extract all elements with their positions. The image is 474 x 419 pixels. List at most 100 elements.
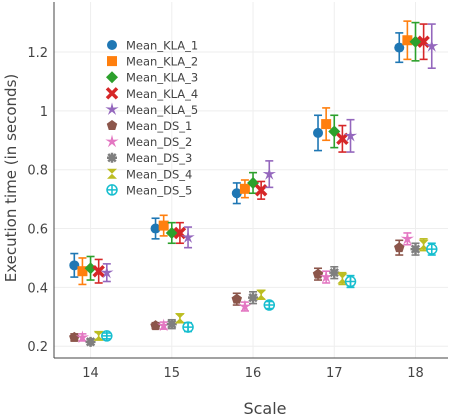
legend-marker (105, 102, 119, 116)
y-tick-label: 1 (40, 105, 48, 120)
series-Mean_DS_2 (75, 231, 415, 344)
legend-item: Mean_DS_2 (105, 134, 192, 149)
x-tick-label: 18 (407, 366, 424, 381)
data-point (231, 188, 242, 199)
legend-item: Mean_KLA_5 (105, 102, 198, 117)
series-Mean_DS_4 (93, 238, 429, 341)
data-point-cross (264, 300, 275, 311)
x-tick-label: 16 (245, 366, 262, 381)
data-point (394, 242, 405, 253)
legend-label: Mean_DS_3 (126, 151, 192, 165)
data-point (69, 331, 80, 342)
legend-marker (106, 120, 118, 130)
x-tick-label: 17 (326, 366, 343, 381)
data-point (410, 244, 421, 255)
data-point (239, 183, 250, 194)
y-tick-label: 0.8 (27, 164, 48, 179)
legend-item: Mean_KLA_3 (106, 71, 198, 85)
data-point (150, 223, 161, 234)
y-tick-label: 0.2 (27, 340, 48, 355)
legend-item: Mean_KLA_1 (107, 39, 198, 53)
legend-marker (105, 87, 119, 100)
legend-marker (107, 56, 117, 67)
legend-marker (107, 40, 117, 50)
data-point (92, 264, 105, 278)
legend-marker (105, 134, 119, 148)
data-point (150, 320, 161, 331)
legend-item: Mean_DS_4 (107, 167, 192, 181)
data-point (313, 127, 324, 138)
series-Mean_DS_3 (85, 242, 421, 347)
data-point (93, 330, 104, 341)
legend-marker (107, 168, 117, 179)
data-point-cross (183, 322, 194, 333)
legend-item: Mean_DS_5 (106, 183, 192, 197)
data-marks (69, 20, 439, 347)
legend-label: Mean_KLA_2 (126, 55, 198, 69)
legend-marker (106, 71, 118, 84)
data-point (329, 267, 340, 278)
data-point (343, 128, 358, 142)
y-tick-label: 0.6 (27, 223, 48, 238)
grid (54, 2, 448, 358)
series-Mean_KLA_5 (100, 23, 439, 283)
data-point-cross (426, 244, 437, 255)
data-point (248, 292, 259, 303)
data-point (77, 266, 88, 277)
axes (53, 2, 448, 359)
data-point (394, 42, 405, 53)
data-point (174, 313, 185, 324)
data-point (166, 319, 177, 330)
data-point (425, 39, 439, 52)
data-point (238, 299, 252, 313)
data-point (69, 260, 80, 271)
x-axis-label: Scale (243, 399, 286, 418)
y-tick-label: 1.2 (27, 46, 48, 61)
legend-item: Mean_KLA_2 (107, 55, 198, 69)
series-Mean_DS_5 (101, 242, 438, 342)
data-point (319, 270, 333, 283)
data-point (400, 231, 415, 245)
legend-label: Mean_KLA_5 (126, 103, 198, 117)
legend-label: Mean_KLA_3 (126, 71, 198, 85)
legend-item: Mean_DS_3 (107, 151, 192, 165)
y-tick-label: 0.4 (27, 281, 48, 296)
legend-label: Mean_DS_5 (126, 183, 192, 197)
data-point (418, 239, 429, 250)
data-point (256, 289, 267, 300)
data-point-cross (101, 330, 112, 341)
legend-item: Mean_DS_1 (106, 119, 192, 133)
legend-label: Mean_KLA_1 (126, 39, 198, 53)
legend[interactable]: Mean_KLA_1 Mean_KLA_2 Mean_KLA_3 Mean_KLA_4… (105, 39, 198, 198)
data-point-cross (345, 276, 356, 287)
data-point (158, 220, 169, 231)
legend-item: Mean_KLA_4 (105, 87, 198, 101)
legend-marker (107, 152, 117, 163)
data-point (312, 268, 324, 279)
series-Mean_KLA_2 (77, 20, 413, 286)
y-axis-label: Execution time (in seconds) (2, 74, 20, 283)
data-point (100, 265, 114, 279)
legend-label: Mean_KLA_4 (126, 87, 198, 101)
data-point (157, 318, 171, 332)
data-point (85, 336, 96, 347)
legend-marker-cross (107, 184, 117, 195)
x-tick-label: 15 (164, 366, 181, 381)
data-point (84, 262, 97, 275)
data-point (254, 184, 268, 197)
legend-label: Mean_DS_2 (126, 135, 192, 149)
x-tick-label: 14 (82, 366, 99, 381)
legend-label: Mean_DS_4 (126, 167, 192, 181)
data-point (75, 330, 90, 344)
series-Mean_KLA_1 (69, 32, 405, 278)
tick-labels: 14 15 16 17 18 0.2 0.4 0.6 0.8 1 1.2 (27, 46, 423, 381)
legend-label: Mean_DS_1 (126, 119, 192, 133)
data-point (231, 293, 243, 304)
data-point (336, 132, 349, 146)
data-point (262, 167, 276, 180)
data-point (181, 230, 195, 244)
series-Mean_DS_1 (69, 239, 405, 342)
data-point (402, 35, 413, 46)
data-point (321, 119, 332, 130)
